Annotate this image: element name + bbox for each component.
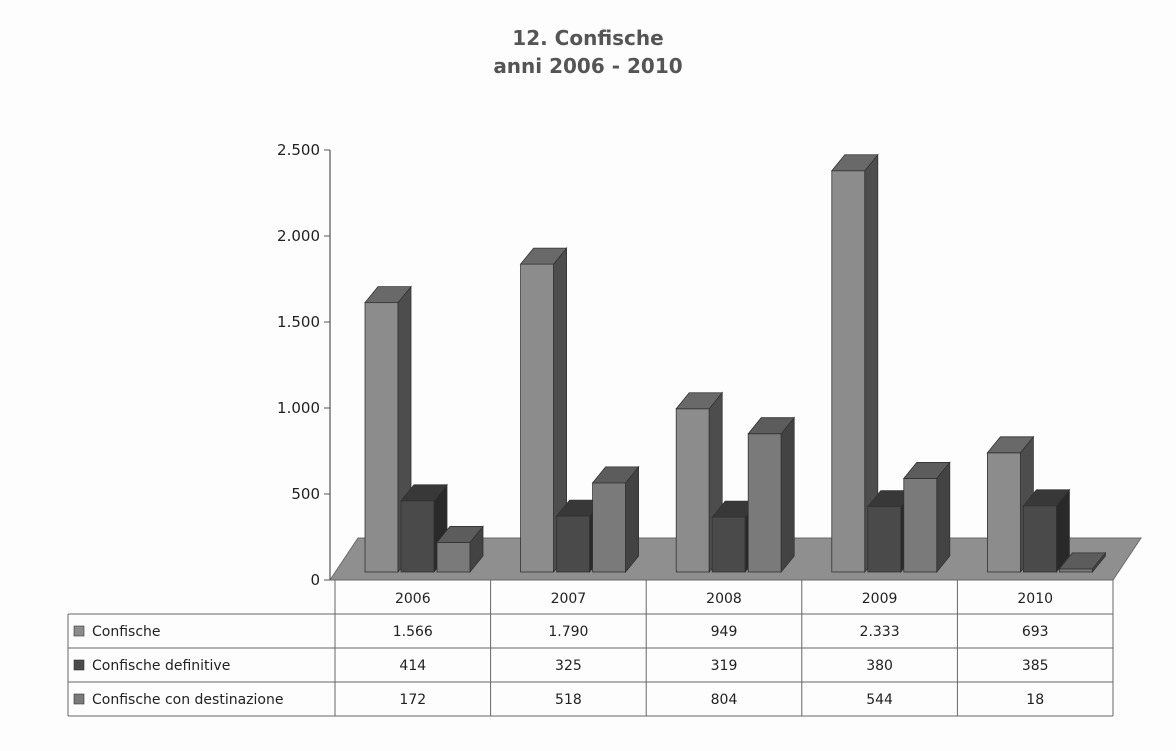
bar-top (747, 417, 796, 435)
bar-side (780, 416, 795, 574)
y-tick-label: 2.500 (277, 141, 320, 159)
data-label: 319 (711, 658, 738, 674)
category-label-2010: 2010 (1017, 591, 1053, 607)
bar-front (1059, 568, 1093, 573)
legend-label-2: Confische definitive (92, 658, 230, 674)
bar-front (436, 542, 471, 573)
legend-label-3: Confische con destinazione (92, 692, 283, 708)
bar-front (520, 263, 554, 573)
bar-2006-3 (436, 525, 484, 574)
bar-top (675, 392, 724, 410)
bar-top (364, 286, 412, 304)
bar-2007-3 (591, 465, 640, 574)
y-tick-label: 0 (310, 571, 320, 589)
legend-label-1: Confische (92, 624, 161, 640)
bar-front (711, 516, 746, 573)
data-label: 2.333 (860, 624, 900, 640)
bar-top (591, 466, 640, 484)
bar-side (625, 465, 639, 574)
bar-front (867, 506, 902, 573)
data-label: 804 (711, 692, 738, 708)
bar-top (830, 154, 879, 172)
bar-side (936, 461, 951, 574)
bar-2009-3 (902, 461, 951, 574)
category-label-2007: 2007 (551, 591, 587, 607)
y-tick-label: 2.000 (277, 227, 320, 245)
data-label: 380 (866, 658, 893, 674)
data-label: 949 (711, 624, 738, 640)
bar-front (675, 408, 710, 573)
bar-front (747, 433, 782, 573)
bar-front (400, 500, 435, 573)
chart-subtitle: anni 2006 - 2010 (493, 54, 683, 78)
legend-swatch-2 (73, 659, 85, 671)
bar-front (987, 452, 1021, 573)
legend-swatch-1 (73, 625, 85, 637)
bar-top (902, 462, 951, 479)
bar-front (364, 302, 399, 573)
y-tick-label: 1.500 (277, 313, 320, 331)
data-label: 544 (866, 692, 893, 708)
bar-front (903, 478, 938, 573)
y-tick-label: 1.000 (277, 399, 320, 417)
bar-front (592, 482, 626, 573)
bar-top (986, 436, 1035, 454)
category-label-2008: 2008 (706, 591, 742, 607)
chart-title: 12. Confische (512, 26, 664, 50)
bar-front (831, 170, 866, 573)
bar-top (436, 526, 484, 543)
bar-2010-2 (1022, 488, 1071, 574)
bar-front (556, 515, 590, 573)
legend-swatch-3 (73, 693, 85, 705)
category-label-2006: 2006 (395, 591, 431, 607)
bar-top (519, 247, 568, 265)
data-label: 414 (399, 658, 426, 674)
data-label: 172 (399, 692, 426, 708)
bar-top (400, 484, 448, 502)
data-label: 693 (1022, 624, 1049, 640)
y-tick-label: 500 (291, 485, 320, 503)
bar-2008-3 (747, 416, 796, 574)
bar-2010-3 (1058, 551, 1107, 574)
data-label: 325 (555, 658, 582, 674)
data-label: 18 (1026, 692, 1044, 708)
bar-top (1022, 489, 1071, 507)
data-label: 385 (1022, 658, 1049, 674)
bar-2009-1 (830, 153, 879, 574)
category-label-2009: 2009 (862, 591, 898, 607)
data-label: 518 (555, 692, 582, 708)
data-label: 1.566 (393, 624, 433, 640)
bar-2006-2 (400, 483, 448, 574)
bar-front (1023, 505, 1057, 573)
data-label: 1.790 (548, 624, 588, 640)
bar-top (1058, 552, 1107, 570)
